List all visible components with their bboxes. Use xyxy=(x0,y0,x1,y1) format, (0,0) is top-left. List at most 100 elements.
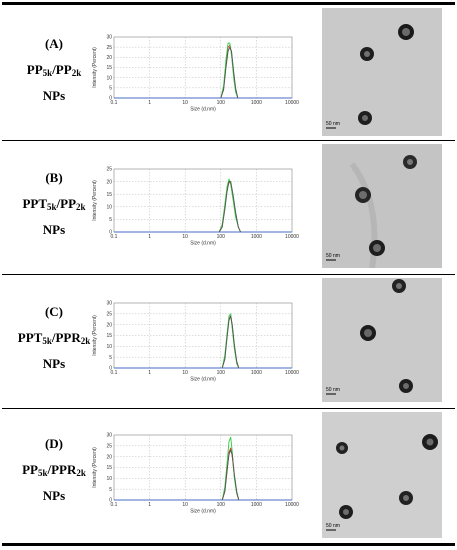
tem-image-svg: 50 nm xyxy=(322,144,442,268)
panel-label-line3: NPs xyxy=(42,88,66,103)
separator-rule-1 xyxy=(2,140,455,141)
x-tick-label: 1 xyxy=(148,370,151,376)
separator-rule-3 xyxy=(2,408,455,409)
formula-prefix: PP xyxy=(26,62,43,77)
formula-prefix: PPT xyxy=(22,196,48,211)
top-rule xyxy=(2,2,455,5)
series-line xyxy=(218,181,242,233)
formula-sub2: 2k xyxy=(76,468,86,478)
x-tick-label: 10000 xyxy=(285,100,299,106)
y-tick-label: 20 xyxy=(106,322,112,328)
scale-bar-label: 50 nm xyxy=(326,253,340,259)
y-tick-label: 10 xyxy=(106,344,112,350)
tem-image: 50 nm xyxy=(322,412,442,538)
tem-background xyxy=(322,278,442,402)
nanoparticle xyxy=(360,325,376,341)
y-tick-label: 20 xyxy=(106,179,112,185)
y-tick-label: 30 xyxy=(106,35,112,41)
y-tick-label: 0 xyxy=(109,230,112,236)
panel-label-line3: NPs xyxy=(42,222,66,237)
formula-sub2: 2k xyxy=(80,336,91,346)
nanoparticle xyxy=(336,442,348,454)
formula-mid: /PPR xyxy=(51,330,81,345)
x-tick-label: 100 xyxy=(217,502,226,508)
formula-sub1: 5k xyxy=(42,336,52,346)
formula-prefix: PP xyxy=(22,462,38,477)
y-tick-label: 0 xyxy=(109,366,112,372)
y-tick-label: 15 xyxy=(106,65,112,71)
y-tick-label: 10 xyxy=(106,476,112,482)
formula-mid: /PPR xyxy=(47,462,77,477)
scale-bar-label: 50 nm xyxy=(326,387,340,393)
formula-sub2: 2k xyxy=(71,68,82,78)
panel-label-line1: (D) xyxy=(44,436,64,451)
series-line xyxy=(221,449,240,501)
panel-label-formula: PPT5k/PPR2k xyxy=(0,330,108,347)
tem-image: 50 nm xyxy=(322,278,442,402)
x-tick-label: 1 xyxy=(148,502,151,508)
panel-label-formula: PP5k/PP2k xyxy=(0,62,108,79)
x-tick-label: 1000 xyxy=(251,502,262,508)
y-tick-label: 5 xyxy=(109,86,112,92)
plot-frame xyxy=(113,168,293,233)
x-tick-label: 1 xyxy=(148,100,151,106)
panel-d: (D) PP5k/PPR2k NPs 0.1 1 10 100 1000 10000 0 5 1… xyxy=(0,410,457,541)
dls-chart-svg: 0.1 1 10 100 1000 10000 0 5 10 15 20 25 30 Size (d.nm… xyxy=(92,433,299,514)
tem-image-svg: 50 nm xyxy=(322,278,442,402)
y-tick-label: 5 xyxy=(109,355,112,361)
series-line xyxy=(220,46,239,99)
dls-chart-svg: 0.1 1 10 100 1000 10000 0 5 10 15 20 25 30 Size (d.nm… xyxy=(92,35,299,113)
tem-image-svg: 50 nm xyxy=(322,412,442,538)
panel-label-line3: NPs xyxy=(42,488,66,503)
y-tick-label: 30 xyxy=(106,433,112,439)
panel-label-formula: PPT5k/PP2k xyxy=(0,196,108,213)
nanoparticle xyxy=(355,187,371,203)
dls-chart: 0.1 1 10 100 1000 10000 0 5 10 15 20 25 Size (d.nm) I… xyxy=(88,164,300,246)
y-tick-label: 10 xyxy=(106,75,112,81)
y-tick-label: 25 xyxy=(106,167,112,173)
separator-rule-2 xyxy=(2,274,455,275)
y-tick-label: 5 xyxy=(109,487,112,493)
panel-a: (A) PP5k/PP2k NPs 0.1 1 10 100 1000 10000 0 5 10… xyxy=(0,6,457,138)
y-tick-label: 0 xyxy=(109,498,112,504)
dls-chart: 0.1 1 10 100 1000 10000 0 5 10 15 20 25 30 Size (d.nm… xyxy=(88,32,300,112)
y-tick-label: 25 xyxy=(106,444,112,450)
y-tick-label: 15 xyxy=(106,465,112,471)
y-tick-label: 15 xyxy=(106,192,112,198)
y-tick-label: 10 xyxy=(106,205,112,211)
y-tick-label: 0 xyxy=(109,96,112,102)
x-tick-label: 0.1 xyxy=(111,502,118,508)
formula-sub2: 2k xyxy=(76,202,86,212)
tem-image: 50 nm xyxy=(322,144,442,268)
panel-label-line1: (C) xyxy=(44,304,64,319)
nanoparticle xyxy=(422,434,438,450)
x-tick-label: 100 xyxy=(217,234,226,240)
y-tick-label: 20 xyxy=(106,454,112,460)
panel-label-line3: NPs xyxy=(42,356,66,371)
x-tick-label: 1 xyxy=(148,234,151,240)
x-tick-label: 100 xyxy=(217,370,226,376)
bottom-rule xyxy=(2,543,455,546)
tem-image: 50 nm xyxy=(322,8,442,136)
x-tick-label: 0.1 xyxy=(111,234,118,240)
scale-bar-label: 50 nm xyxy=(326,121,340,127)
y-axis-label: Intensity (Percent) xyxy=(92,47,98,88)
y-tick-label: 15 xyxy=(106,333,112,339)
nanoparticle xyxy=(403,155,417,169)
y-tick-label: 20 xyxy=(106,55,112,61)
nanoparticle xyxy=(369,240,385,256)
x-tick-label: 10000 xyxy=(285,234,299,240)
nanoparticle xyxy=(339,505,353,519)
nanoparticle xyxy=(392,279,406,293)
series-line xyxy=(221,315,240,369)
dls-chart: 0.1 1 10 100 1000 10000 0 5 10 15 20 25 30 Size (d.nm… xyxy=(88,298,300,382)
panel-label-formula: PP5k/PPR2k xyxy=(0,462,108,479)
formula-prefix: PPT xyxy=(17,330,43,345)
x-tick-label: 10 xyxy=(182,100,188,106)
x-tick-label: 100 xyxy=(217,100,226,106)
dls-chart: 0.1 1 10 100 1000 10000 0 5 10 15 20 25 30 Size (d.nm… xyxy=(88,430,300,514)
panel-label-line1: (B) xyxy=(45,170,63,185)
panel-b: (B) PPT5k/PP2k NPs 0.1 1 10 100 1000 10000 0 5 1… xyxy=(0,142,457,272)
x-axis-label: Size (d.nm) xyxy=(190,107,216,113)
x-tick-label: 1000 xyxy=(251,100,262,106)
